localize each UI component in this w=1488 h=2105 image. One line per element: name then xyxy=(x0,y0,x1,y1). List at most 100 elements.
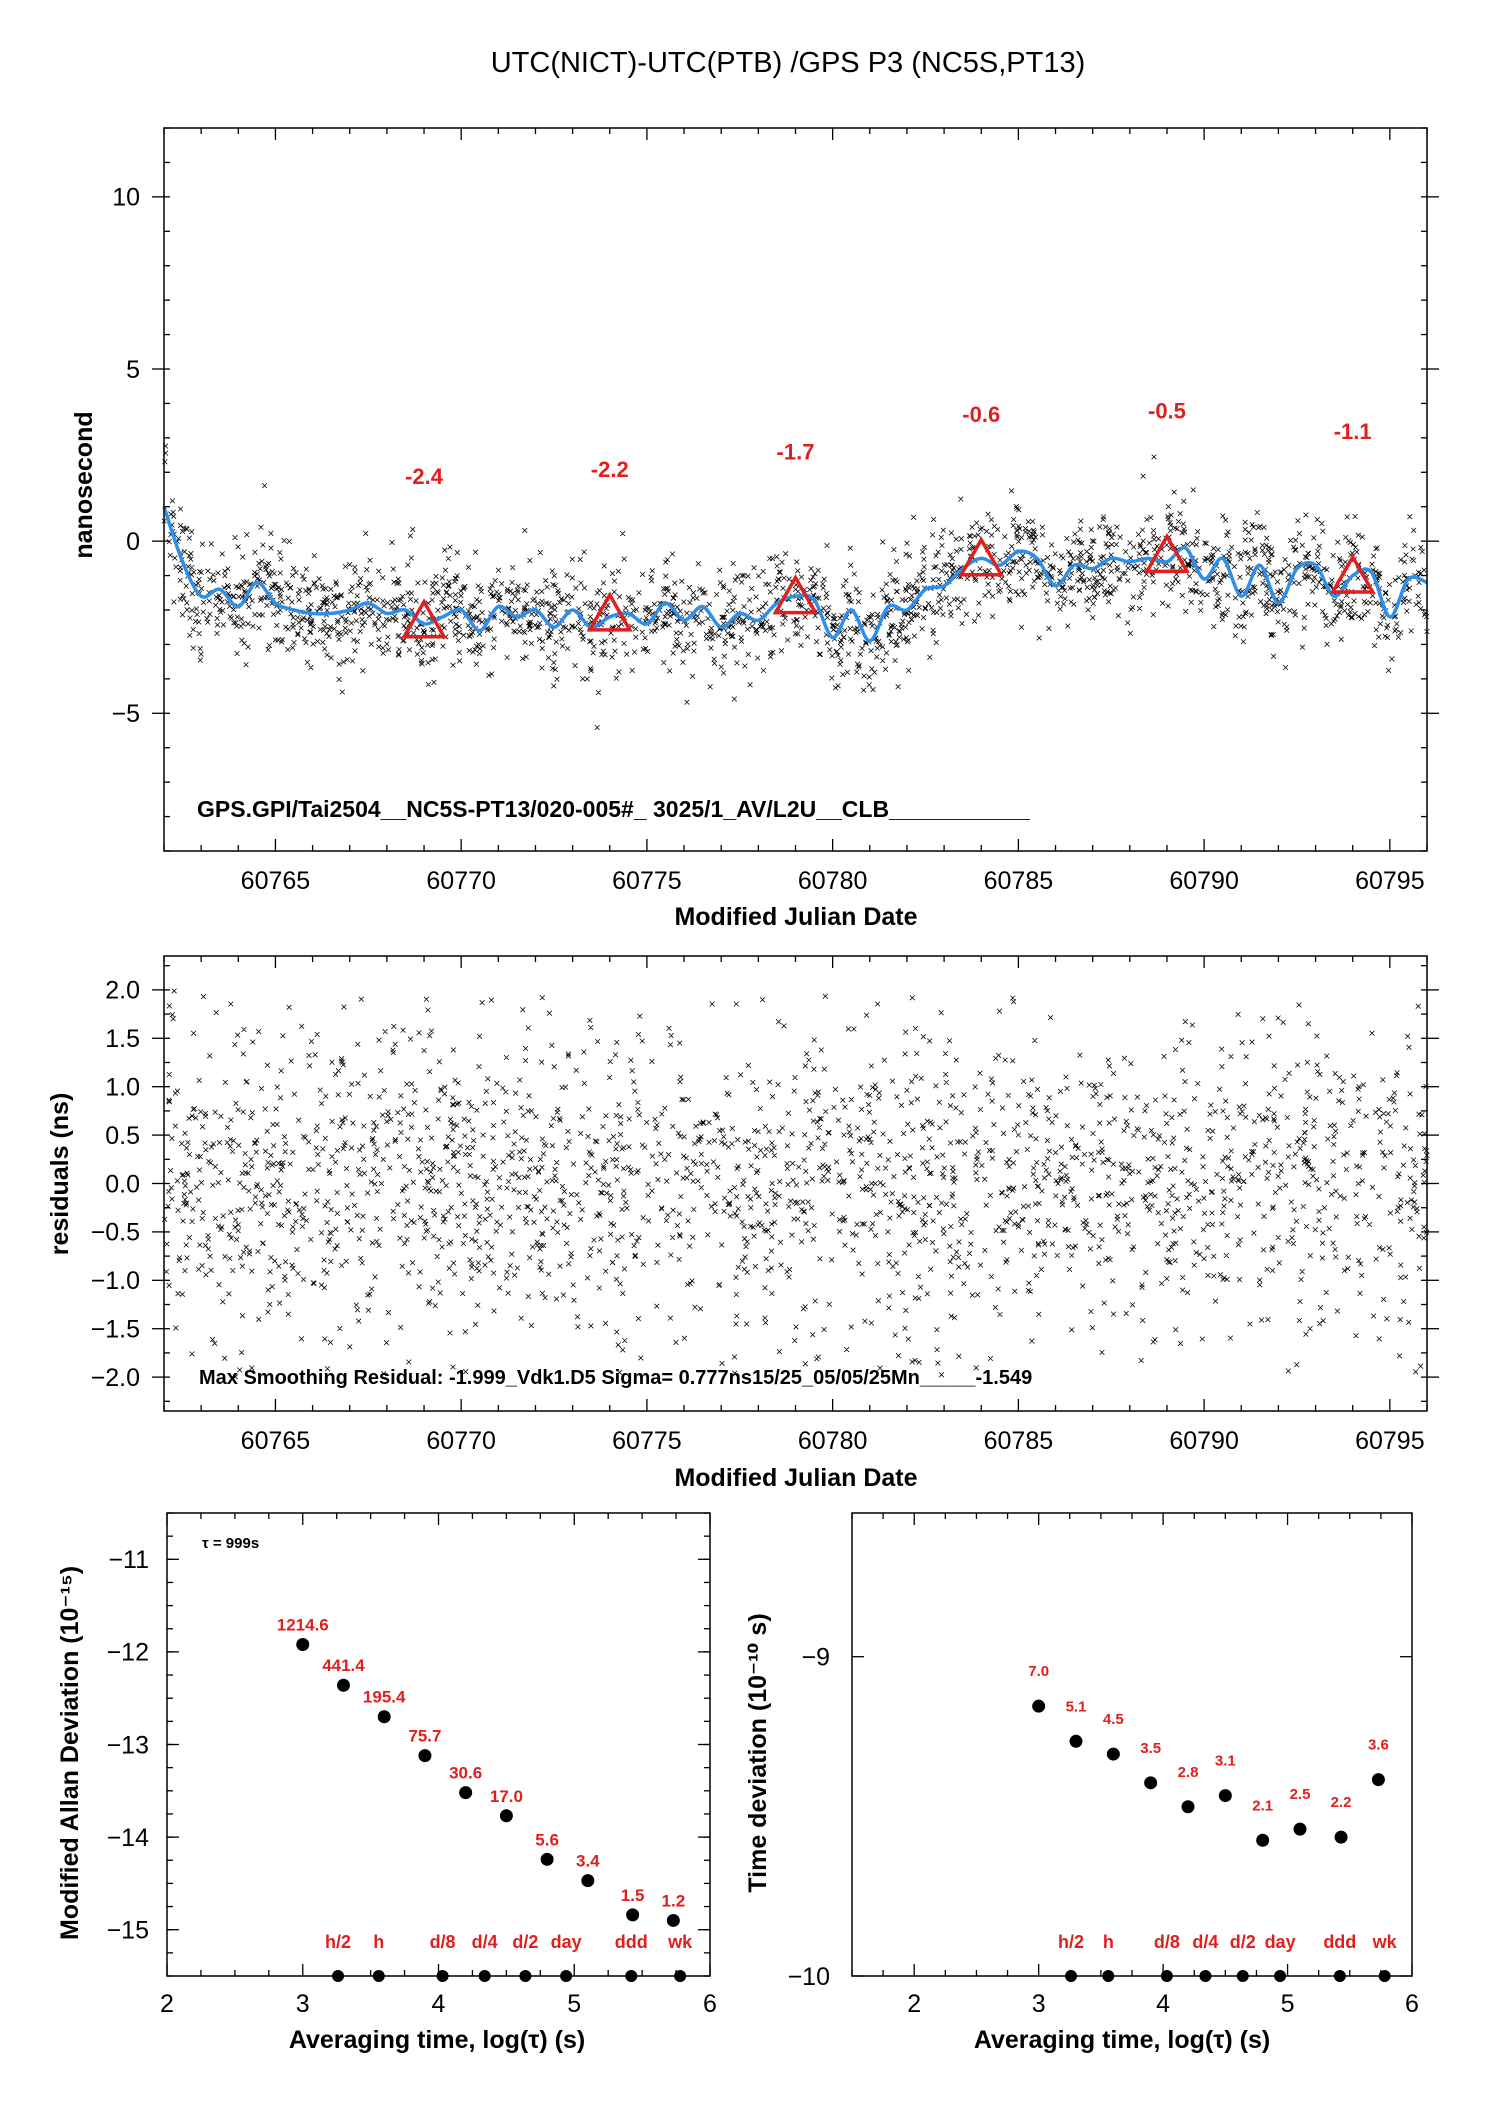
x-tick-label: 3 xyxy=(1032,1990,1046,2018)
measurement-points xyxy=(161,443,1430,731)
mdev-axes: 2 3 4 5 6 −15 −14 −13 −12 −11 xyxy=(107,1512,717,2018)
deviation-point xyxy=(666,1913,680,1927)
y-tick-label: 5 xyxy=(126,356,140,384)
deviation-value-label: 2.8 xyxy=(1178,1764,1199,1781)
y-tick-label: −14 xyxy=(107,1824,150,1852)
offset-axes: 60765 60770 60775 60780 60785 60790 60795 −5 0 5 1… xyxy=(111,127,1439,895)
tdev-panel: 2 3 4 5 6 −10 −9 7.0 5.1 4.5 3.5 2.8 3.1 2.1 2.5 2.2 3.… xyxy=(744,1512,1419,2054)
y-tick-label: −2.0 xyxy=(91,1364,140,1392)
offset-x-label: Modified Julian Date xyxy=(674,903,917,931)
x-tick-label: 5 xyxy=(567,1990,581,2018)
interval-marker xyxy=(625,1970,638,1982)
interval-marker xyxy=(560,1970,573,1982)
deviation-point xyxy=(1069,1734,1083,1748)
deviation-value-label: 195.4 xyxy=(363,1688,406,1707)
y-tick-label: 2.0 xyxy=(105,977,140,1005)
x-tick-label: 3 xyxy=(296,1990,310,2018)
y-tick-label: −9 xyxy=(801,1643,830,1671)
interval-marker xyxy=(1236,1970,1249,1982)
tau-note: τ = 999s xyxy=(202,1535,259,1552)
interval-label: ddd xyxy=(615,1932,648,1952)
tdev-x-label: Averaging time, log(τ) (s) xyxy=(974,2026,1270,2054)
x-tick-label: 2 xyxy=(907,1990,921,2018)
smoothing-curve xyxy=(162,506,1428,643)
y-tick-label: 1.5 xyxy=(105,1025,140,1053)
tdev-axes: 2 3 4 5 6 −10 −9 xyxy=(788,1512,1419,2018)
deviation-point xyxy=(1218,1789,1232,1803)
y-tick-label: −10 xyxy=(788,1963,830,1991)
deviation-value-label: 441.4 xyxy=(322,1656,365,1675)
mdev-x-label: Averaging time, log(τ) (s) xyxy=(289,2026,585,2054)
residual-crosses xyxy=(162,988,1430,1380)
interval-marker xyxy=(372,1970,385,1982)
interval-label: h/2 xyxy=(325,1932,351,1952)
interval-label: day xyxy=(551,1932,582,1952)
marker-value-label: -0.6 xyxy=(962,402,1000,427)
residuals-annotation: Max Smoothing Residual: -1.999_Vdk1.D5 S… xyxy=(199,1367,1032,1389)
deviation-point xyxy=(1371,1773,1385,1787)
x-tick-label: 5 xyxy=(1281,1990,1295,2018)
interval-label: d/4 xyxy=(1192,1932,1218,1952)
marker-value-label: -0.5 xyxy=(1148,398,1186,423)
x-tick-label: 60790 xyxy=(1169,867,1239,895)
residuals-axes: 60765 60770 60775 60780 60785 60790 60795 −2.0 −… xyxy=(91,955,1439,1455)
y-tick-label: 0.5 xyxy=(105,1122,140,1150)
interval-label: h xyxy=(1103,1932,1114,1952)
interval-label: day xyxy=(1265,1932,1296,1952)
interval-label: d/8 xyxy=(1154,1932,1180,1952)
deviation-value-label: 75.7 xyxy=(408,1727,441,1746)
deviation-value-label: 30.6 xyxy=(449,1764,482,1783)
deviation-value-label: 3.6 xyxy=(1368,1737,1389,1754)
interval-marker xyxy=(1199,1970,1212,1982)
deviation-value-label: 3.1 xyxy=(1215,1753,1236,1770)
marker-value-label: -1.1 xyxy=(1334,419,1372,444)
deviation-point xyxy=(499,1809,513,1823)
deviation-point xyxy=(1293,1822,1307,1836)
y-tick-label: −1.5 xyxy=(91,1315,140,1343)
smoothed-markers: -2.4 -2.2 -1.7 -0.6 -0.5 -1.1 xyxy=(401,398,1376,639)
residuals-y-label: residuals (ns) xyxy=(46,1093,74,1256)
interval-marker xyxy=(1160,1970,1173,1982)
deviation-point xyxy=(418,1749,432,1763)
deviation-point xyxy=(581,1874,595,1888)
marker-value-label: -2.4 xyxy=(405,464,444,489)
x-tick-label: 60765 xyxy=(241,1427,311,1455)
triangle-marker xyxy=(586,591,633,632)
deviation-point xyxy=(626,1908,640,1922)
deviation-point xyxy=(1106,1747,1120,1761)
deviation-value-label: 2.2 xyxy=(1331,1794,1352,1811)
marker-value-label: -2.2 xyxy=(591,457,629,482)
interval-label: d/2 xyxy=(1230,1932,1256,1952)
deviation-value-label: 7.0 xyxy=(1028,1663,1049,1680)
interval-marker xyxy=(674,1970,687,1982)
deviation-value-label: 3.5 xyxy=(1140,1740,1161,1757)
x-tick-label: 60785 xyxy=(984,867,1054,895)
deviation-point xyxy=(540,1852,554,1866)
y-tick-label: 1.0 xyxy=(105,1073,140,1101)
mdev-points: 1214.6 441.4 195.4 75.7 30.6 17.0 5.6 3.4 1.5 1.2… xyxy=(277,1615,693,1982)
deviation-point xyxy=(1144,1776,1158,1790)
measurement-crosses xyxy=(161,443,1430,731)
deviation-point xyxy=(459,1786,473,1800)
x-tick-label: 60775 xyxy=(612,867,682,895)
interval-label: ddd xyxy=(1323,1932,1356,1952)
x-tick-label: 60780 xyxy=(798,1427,868,1455)
interval-marker xyxy=(519,1970,532,1982)
tdev-y-label: Time deviation (10⁻¹⁰ s) xyxy=(744,1613,772,1892)
interval-marker xyxy=(1274,1970,1287,1982)
y-tick-label: 0 xyxy=(126,528,140,556)
deviation-value-label: 4.5 xyxy=(1103,1711,1124,1728)
y-tick-label: 0.0 xyxy=(105,1170,140,1198)
triangle-marker xyxy=(772,574,819,615)
triangle-marker xyxy=(1329,553,1376,594)
y-tick-label: −0.5 xyxy=(91,1219,140,1247)
interval-label: d/2 xyxy=(512,1932,538,1952)
interval-label: wk xyxy=(667,1932,693,1952)
y-tick-label: −5 xyxy=(111,700,140,728)
deviation-value-label: 1214.6 xyxy=(277,1615,329,1634)
interval-marker xyxy=(332,1970,345,1982)
deviation-point xyxy=(1334,1830,1348,1844)
triangle-marker xyxy=(401,598,448,639)
y-tick-label: 10 xyxy=(112,184,140,212)
